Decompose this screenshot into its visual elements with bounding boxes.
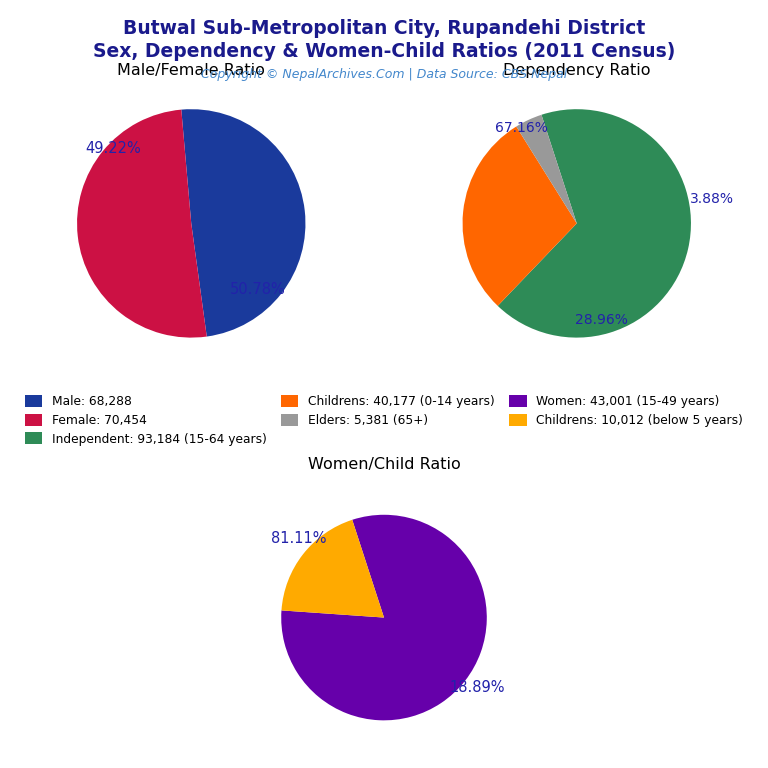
Title: Dependency Ratio: Dependency Ratio bbox=[503, 63, 650, 78]
Legend: Male: 68,288, Female: 70,454, Independent: 93,184 (15-64 years), Childrens: 40,1: Male: 68,288, Female: 70,454, Independen… bbox=[25, 396, 743, 445]
Text: 50.78%: 50.78% bbox=[230, 282, 286, 297]
Text: Sex, Dependency & Women-Child Ratios (2011 Census): Sex, Dependency & Women-Child Ratios (20… bbox=[93, 42, 675, 61]
Wedge shape bbox=[77, 110, 207, 338]
Wedge shape bbox=[516, 114, 577, 223]
Text: 28.96%: 28.96% bbox=[575, 313, 628, 327]
Title: Women/Child Ratio: Women/Child Ratio bbox=[308, 457, 460, 472]
Wedge shape bbox=[281, 515, 487, 720]
Text: 3.88%: 3.88% bbox=[690, 192, 733, 206]
Title: Male/Female Ratio: Male/Female Ratio bbox=[118, 63, 265, 78]
Text: Copyright © NepalArchives.Com | Data Source: CBS Nepal: Copyright © NepalArchives.Com | Data Sou… bbox=[201, 68, 567, 81]
Wedge shape bbox=[281, 520, 384, 617]
Text: 18.89%: 18.89% bbox=[449, 680, 505, 695]
Wedge shape bbox=[462, 127, 577, 306]
Text: 67.16%: 67.16% bbox=[495, 121, 548, 135]
Wedge shape bbox=[181, 109, 306, 336]
Text: 49.22%: 49.22% bbox=[86, 141, 141, 156]
Text: Butwal Sub-Metropolitan City, Rupandehi District: Butwal Sub-Metropolitan City, Rupandehi … bbox=[123, 19, 645, 38]
Text: 81.11%: 81.11% bbox=[270, 531, 326, 546]
Wedge shape bbox=[498, 109, 691, 338]
